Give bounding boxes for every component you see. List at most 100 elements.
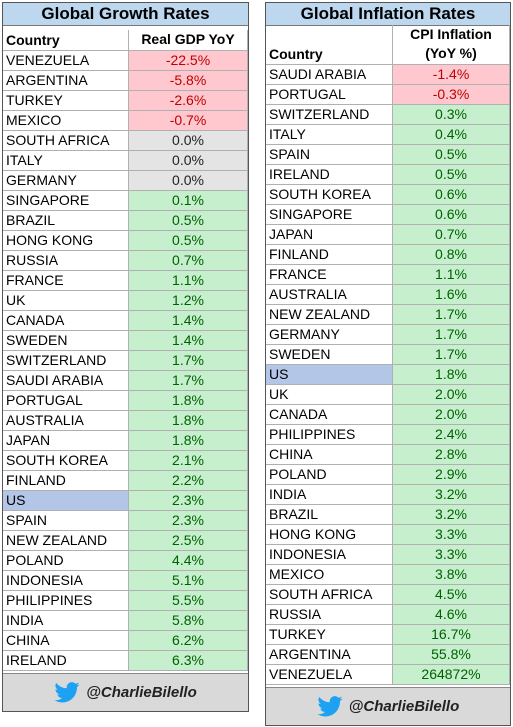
value-cell: 3.3% (393, 545, 510, 565)
value-cell: -2.6% (129, 91, 248, 111)
value-cell: 2.9% (393, 465, 510, 485)
value-cell: 3.2% (393, 505, 510, 525)
inflation-table: Global Inflation Rates Country CPI Inflati… (265, 2, 511, 726)
value-cell: 0.7% (129, 251, 248, 271)
value-cell: 5.1% (129, 571, 248, 591)
twitter-handle: @CharlieBilello (348, 698, 460, 715)
value-cell: 0.8% (393, 245, 510, 265)
table-title: Global Growth Rates (3, 3, 248, 26)
country-cell: INDIA (3, 611, 129, 631)
value-cell: -0.3% (393, 85, 510, 105)
header-cell: Real GDP YoY (129, 30, 248, 51)
header-cell: Country (3, 30, 129, 51)
country-cell: CHINA (266, 445, 393, 465)
value-cell: 0.5% (393, 165, 510, 185)
value-cell: 2.4% (393, 425, 510, 445)
country-cell: SPAIN (266, 145, 393, 165)
country-cell: ITALY (3, 151, 129, 171)
value-cell: 1.8% (129, 391, 248, 411)
country-cell: CHINA (3, 631, 129, 651)
value-cell: 1.6% (393, 285, 510, 305)
twitter-icon (317, 696, 343, 717)
value-cell: -1.4% (393, 65, 510, 85)
country-cell: UK (266, 385, 393, 405)
country-cell: SWITZERLAND (3, 351, 129, 371)
footer: @CharlieBilello (266, 687, 510, 725)
country-cell: US (266, 365, 393, 385)
country-cell: SOUTH KOREA (3, 451, 129, 471)
country-cell: VENEZUELA (3, 51, 129, 71)
country-cell: SPAIN (3, 511, 129, 531)
country-cell: SAUDI ARABIA (3, 371, 129, 391)
value-cell: 2.3% (129, 511, 248, 531)
country-cell: POLAND (266, 465, 393, 485)
value-cell: 4.4% (129, 551, 248, 571)
value-cell: 0.0% (129, 171, 248, 191)
value-cell: 1.8% (393, 365, 510, 385)
header-line: Real GDP YoY (141, 31, 235, 47)
country-cell: FINLAND (266, 245, 393, 265)
country-cell: NEW ZEALAND (3, 531, 129, 551)
value-cell: 1.7% (393, 305, 510, 325)
country-cell: SINGAPORE (266, 205, 393, 225)
value-cell: 0.0% (129, 131, 248, 151)
twitter-handle: @CharlieBilello (86, 684, 197, 701)
country-cell: SWEDEN (3, 331, 129, 351)
value-cell: 1.4% (129, 331, 248, 351)
country-cell: ARGENTINA (266, 645, 393, 665)
value-cell: 0.1% (129, 191, 248, 211)
value-cell: 3.8% (393, 565, 510, 585)
value-cell: 2.3% (129, 491, 248, 511)
country-cell: SWEDEN (266, 345, 393, 365)
header-line: (YoY %) (425, 45, 477, 61)
value-cell: 3.3% (393, 525, 510, 545)
country-cell: MEXICO (3, 111, 129, 131)
country-cell: JAPAN (266, 225, 393, 245)
value-cell: 1.7% (129, 371, 248, 391)
country-cell: SWITZERLAND (266, 105, 393, 125)
country-cell: NEW ZEALAND (266, 305, 393, 325)
value-cell: 1.1% (129, 271, 248, 291)
value-cell: 2.1% (129, 451, 248, 471)
country-cell: CANADA (266, 405, 393, 425)
header-line: CPI Inflation (410, 26, 492, 42)
value-cell: 6.2% (129, 631, 248, 651)
country-cell: GERMANY (3, 171, 129, 191)
value-cell: 1.7% (129, 351, 248, 371)
country-cell: FRANCE (3, 271, 129, 291)
value-cell: 2.5% (129, 531, 248, 551)
country-cell: SOUTH KOREA (266, 185, 393, 205)
value-cell: -5.8% (129, 71, 248, 91)
value-cell: 2.0% (393, 405, 510, 425)
country-cell: INDONESIA (266, 545, 393, 565)
country-cell: MEXICO (266, 565, 393, 585)
country-cell: HONG KONG (3, 231, 129, 251)
value-cell: 55.8% (393, 645, 510, 665)
country-cell: GERMANY (266, 325, 393, 345)
country-cell: JAPAN (3, 431, 129, 451)
country-cell: PORTUGAL (3, 391, 129, 411)
country-cell: UK (3, 291, 129, 311)
country-cell: BRAZIL (3, 211, 129, 231)
country-cell: SOUTH AFRICA (266, 585, 393, 605)
country-cell: TURKEY (266, 625, 393, 645)
value-cell: 264872% (393, 665, 510, 685)
country-cell: PHILIPPINES (266, 425, 393, 445)
table-title: Global Inflation Rates (266, 3, 510, 26)
country-cell: CANADA (3, 311, 129, 331)
value-cell: 16.7% (393, 625, 510, 645)
country-cell: FINLAND (3, 471, 129, 491)
value-cell: 4.5% (393, 585, 510, 605)
value-cell: -0.7% (129, 111, 248, 131)
country-cell: PORTUGAL (266, 85, 393, 105)
value-cell: 1.4% (129, 311, 248, 331)
value-cell: 1.7% (393, 345, 510, 365)
value-cell: 5.5% (129, 591, 248, 611)
growth-table: Global Growth Rates Country Real GDP YoY VE… (2, 2, 249, 712)
value-cell: 2.8% (393, 445, 510, 465)
country-cell: FRANCE (266, 265, 393, 285)
country-cell: VENEZUELA (266, 665, 393, 685)
value-cell: 1.1% (393, 265, 510, 285)
value-cell: 6.3% (129, 651, 248, 671)
value-cell: 4.6% (393, 605, 510, 625)
